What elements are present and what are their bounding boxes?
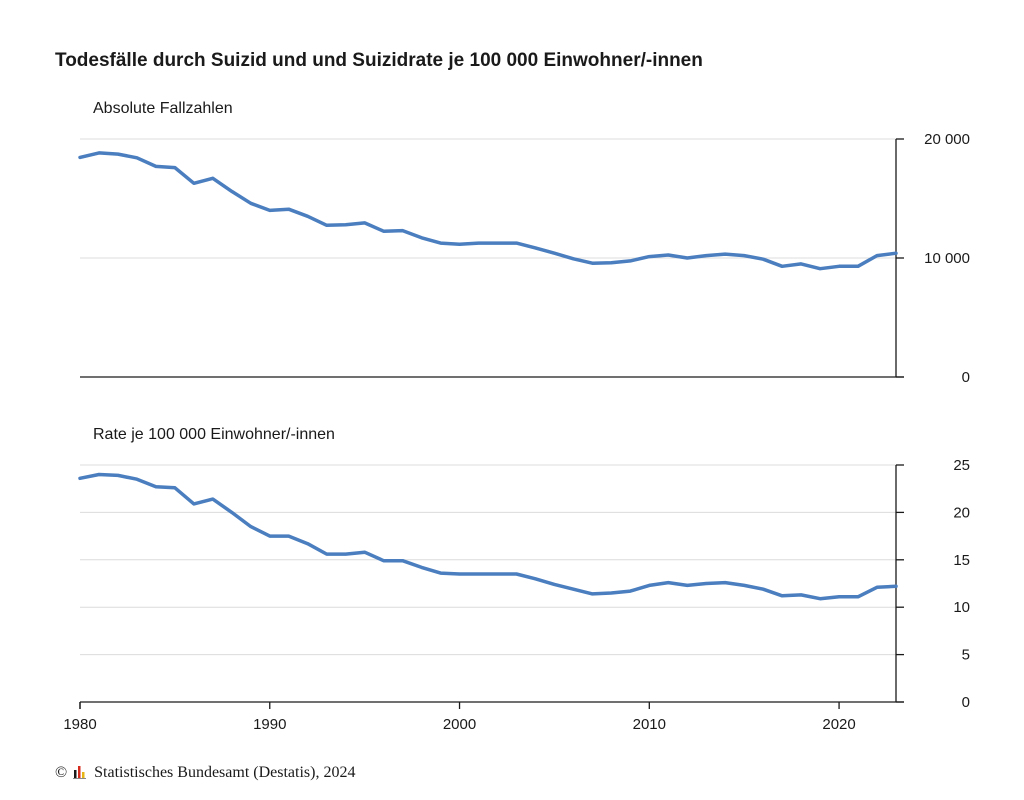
x-tick-label: 1990 [253,716,286,733]
y-tick-label: 10 000 [924,250,970,267]
copyright-symbol: © [55,764,68,781]
source-footer: © Statistisches Bundesamt (Destatis), 20… [55,764,355,782]
x-tick-label: 2010 [633,716,666,733]
x-tick-label: 1980 [63,716,96,733]
series-line [78,472,898,601]
source-text: Statistisches Bundesamt (Destatis), 2024 [94,764,356,781]
y-tick-label: 5 [962,647,970,664]
chart-title: Todesfälle durch Suizid und und Suizidra… [55,50,703,71]
series-line [78,151,898,271]
y-tick-label: 20 [953,504,970,521]
panel-2-subtitle: Rate je 100 000 Einwohner/-innen [93,426,335,443]
panel-1-subtitle: Absolute Fallzahlen [93,100,233,117]
x-tick-label: 2000 [443,716,476,733]
destatis-logo-icon [73,766,87,779]
y-tick-label: 15 [953,552,970,569]
y-tick-label: 20 000 [924,131,970,148]
y-tick-label: 0 [962,694,970,711]
y-tick-label: 25 [953,457,970,474]
y-tick-label: 10 [953,599,970,616]
y-tick-label: 0 [962,369,970,386]
x-tick-label: 2020 [822,716,855,733]
